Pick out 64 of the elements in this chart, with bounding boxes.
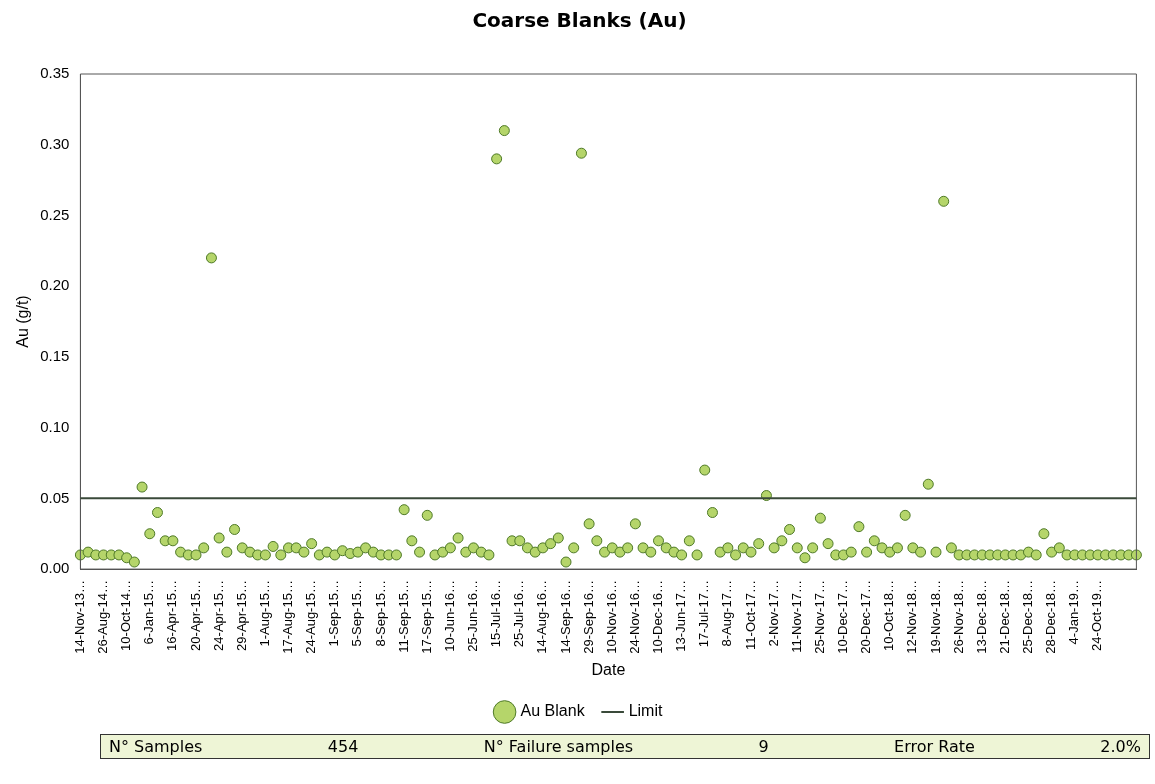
x-tick-label: 20-Dec-17… <box>858 580 874 654</box>
x-tick-label: 28-Dec-18… <box>1043 580 1059 654</box>
x-tick-label: 25-Nov-17… <box>811 580 827 654</box>
x-tick-label: 20-Apr-15… <box>187 580 203 651</box>
x-tick-label: 2-Nov-17… <box>765 580 781 647</box>
x-tick-label: 5-Sep-15… <box>349 580 365 647</box>
x-tick-label: 16-Apr-15… <box>164 580 180 651</box>
text: 2.0% <box>1100 737 1141 756</box>
x-tick-label: 24-Apr-15… <box>210 580 226 651</box>
x-tick-label: 11-Nov-17… <box>788 580 804 653</box>
x-tick-label: 17-Jul-17… <box>696 580 712 648</box>
x-tick-label: 21-Dec-18… <box>996 580 1012 654</box>
x-tick-label: 15-Jul-16… <box>488 580 504 648</box>
x-tick-label: 10-Dec-16… <box>650 580 666 654</box>
text: 9 <box>758 737 769 756</box>
x-tick-label: 29-Apr-15… <box>233 580 249 651</box>
chart-title: Coarse Blanks (Au) <box>472 8 687 33</box>
x-tick-label: 13-Dec-18… <box>973 580 989 654</box>
x-tick-label: 8-Sep-15… <box>372 580 388 647</box>
y-tick-label: 0.30 <box>40 134 70 152</box>
x-tick-label: 10-Oct-14… <box>118 580 134 651</box>
x-tick-label: 10-Nov-16… <box>603 580 619 654</box>
x-tick-label: 6-Jan-15… <box>141 580 157 645</box>
text: N° Samples <box>109 737 203 756</box>
x-tick-label: 24-Aug-15… <box>303 580 319 654</box>
y-tick-label: 0.10 <box>40 417 70 435</box>
x-tick-label: 17-Sep-15… <box>418 580 434 654</box>
y-axis-title: Au (g/t) <box>14 295 32 348</box>
text: 454 <box>327 737 359 756</box>
x-tick-label: 14-Aug-16… <box>534 580 550 654</box>
text: Error Rate <box>894 737 975 756</box>
x-tick-label: 26-Nov-18… <box>950 580 966 654</box>
text: N° Failure samples <box>483 737 634 756</box>
x-tick-label: 10-Jun-16… <box>441 580 457 652</box>
legend-label: Limit <box>628 702 663 720</box>
x-tick-label: 29-Sep-16… <box>580 580 596 654</box>
y-tick-label: 0.00 <box>40 559 70 577</box>
x-tick-label: 25-Jul-16… <box>511 580 527 648</box>
x-tick-label: 24-Oct-19… <box>1089 580 1105 651</box>
legend-label: Au Blank <box>520 702 586 720</box>
x-tick-label: 1-Sep-15… <box>326 580 342 647</box>
x-tick-label: 14-Nov-13… <box>71 580 87 654</box>
x-tick-label: 4-Jan-19… <box>1066 580 1082 645</box>
x-tick-label: 13-Jun-17… <box>673 580 689 652</box>
x-tick-label: 25-Jun-16… <box>465 580 481 652</box>
y-tick-label: 0.20 <box>40 276 70 294</box>
x-tick-label: 24-Nov-16… <box>626 580 642 654</box>
x-tick-label: 8-Aug-17… <box>719 580 735 647</box>
x-tick-label: 14-Sep-16… <box>557 580 573 654</box>
x-tick-label: 11-Oct-17… <box>742 580 758 650</box>
x-tick-label: 25-Dec-18… <box>1020 580 1036 654</box>
x-tick-label: 10-Oct-18… <box>881 580 897 651</box>
y-tick-label: 0.15 <box>40 347 70 365</box>
y-tick-label: 0.05 <box>40 488 70 506</box>
y-tick-label: 0.25 <box>40 205 70 223</box>
y-tick-label: 0.35 <box>40 64 70 82</box>
x-tick-label: 26-Aug-14… <box>95 580 111 654</box>
x-tick-label: 10-Dec-17… <box>835 580 851 654</box>
x-tick-label: 11-Sep-15… <box>395 580 411 653</box>
x-tick-label: 12-Nov-18… <box>904 580 920 654</box>
x-axis-title: Date <box>591 660 626 678</box>
x-tick-label: 17-Aug-15… <box>280 580 296 654</box>
x-tick-label: 19-Nov-18… <box>927 580 943 654</box>
x-tick-label: 1-Aug-15… <box>256 580 272 647</box>
